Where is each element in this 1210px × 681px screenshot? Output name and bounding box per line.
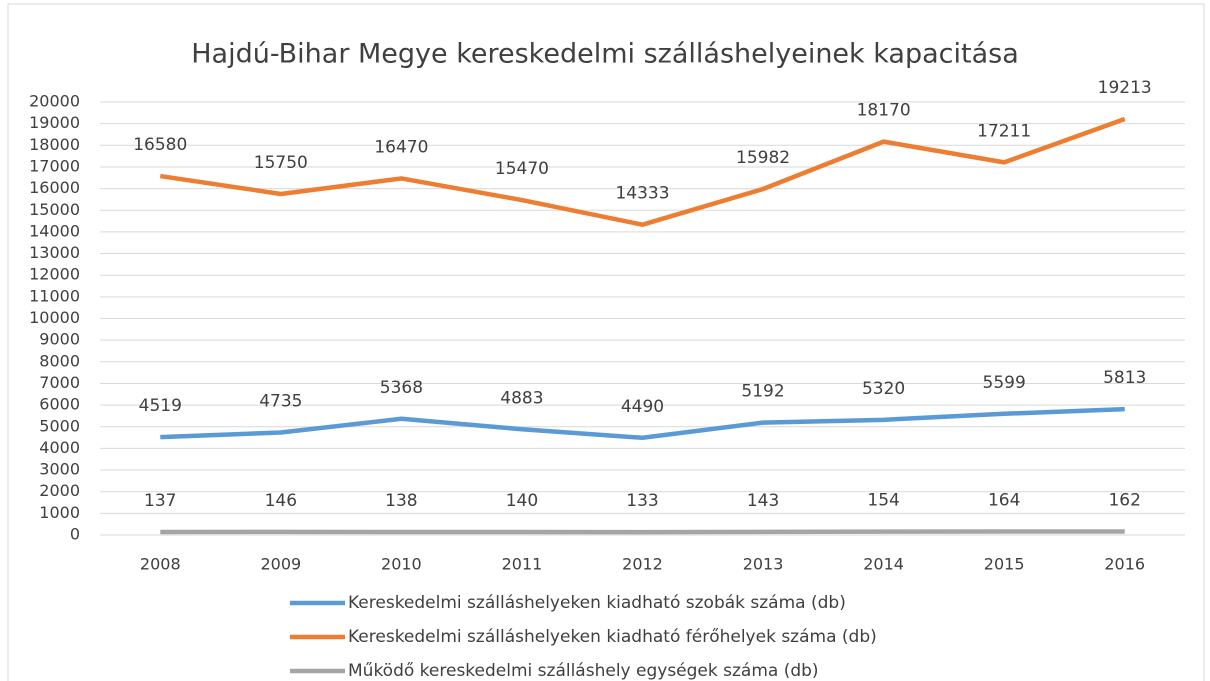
y-tick-label: 14000	[29, 221, 80, 240]
data-label: 133	[626, 491, 658, 511]
data-label: 4519	[139, 396, 182, 416]
y-tick-label: 7000	[39, 373, 80, 392]
data-label: 4735	[259, 391, 302, 411]
y-tick-label: 9000	[39, 330, 80, 349]
x-tick-label: 2010	[381, 555, 422, 574]
data-label: 5599	[983, 373, 1026, 393]
data-label: 5813	[1103, 368, 1146, 388]
x-tick-label: 2011	[502, 555, 543, 574]
chart-frame	[7, 3, 1205, 681]
data-label: 164	[988, 490, 1020, 510]
x-tick-label: 2016	[1104, 555, 1145, 574]
y-tick-label: 13000	[29, 243, 80, 262]
data-label: 154	[867, 491, 899, 511]
legend-label: Működő kereskedelmi szálláshely egységek…	[348, 661, 819, 681]
x-tick-label: 2009	[260, 555, 301, 574]
data-label: 15982	[736, 148, 790, 168]
data-label: 138	[385, 491, 417, 511]
data-label: 143	[747, 491, 779, 511]
data-label: 18170	[857, 101, 911, 121]
data-label: 4883	[500, 388, 543, 408]
y-tick-label: 5000	[39, 416, 80, 435]
y-tick-label: 15000	[29, 200, 80, 219]
data-label: 140	[506, 491, 538, 511]
x-tick-label: 2013	[743, 555, 784, 574]
series-line	[160, 529, 1125, 535]
data-label: 162	[1108, 490, 1140, 510]
legend-label: Kereskedelmi szálláshelyeken kiadható sz…	[348, 593, 846, 613]
legend-label: Kereskedelmi szálláshelyeken kiadható fé…	[348, 627, 877, 647]
chart-title: Hajdú-Bihar Megye kereskedelmi szálláshe…	[191, 39, 1019, 70]
y-tick-label: 19000	[29, 113, 80, 132]
data-label: 16580	[133, 135, 187, 155]
y-tick-label: 2000	[39, 481, 80, 500]
data-label: 5192	[741, 382, 784, 402]
y-tick-label: 12000	[29, 265, 80, 284]
x-tick-label: 2012	[622, 555, 663, 574]
y-tick-label: 0	[70, 525, 80, 544]
x-tick-label: 2008	[140, 555, 181, 574]
data-label: 16470	[374, 137, 428, 157]
y-tick-label: 1000	[39, 503, 80, 522]
data-label: 146	[265, 491, 297, 511]
data-label: 5368	[380, 378, 423, 398]
y-tick-label: 11000	[29, 286, 80, 305]
data-label: 5320	[862, 379, 905, 399]
y-tick-label: 20000	[29, 92, 80, 111]
x-tick-label: 2014	[863, 555, 904, 574]
x-tick-label: 2015	[984, 555, 1025, 574]
y-tick-label: 6000	[39, 395, 80, 414]
series-line	[160, 406, 1125, 441]
data-label: 14333	[615, 184, 669, 204]
data-label: 17211	[977, 121, 1031, 141]
y-tick-label: 18000	[29, 135, 80, 154]
data-label: 19213	[1098, 78, 1152, 98]
y-tick-label: 17000	[29, 156, 80, 175]
series-line	[159, 116, 1126, 227]
data-label: 15750	[254, 153, 308, 173]
y-tick-label: 3000	[39, 460, 80, 479]
y-tick-label: 8000	[39, 351, 80, 370]
y-tick-label: 10000	[29, 308, 80, 327]
y-tick-label: 16000	[29, 178, 80, 197]
data-label: 137	[144, 491, 176, 511]
data-label: 4490	[621, 397, 664, 417]
y-tick-label: 4000	[39, 438, 80, 457]
data-label: 15470	[495, 159, 549, 179]
